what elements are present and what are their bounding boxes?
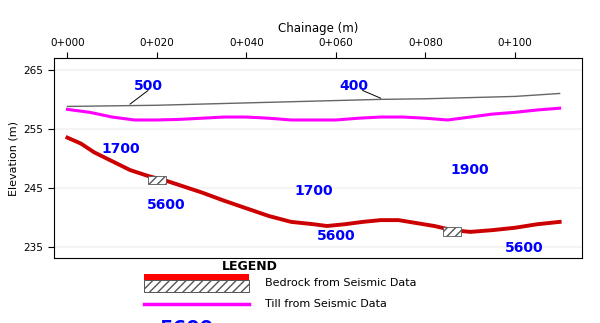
Text: 5600: 5600	[159, 319, 213, 323]
Text: 5600: 5600	[317, 229, 355, 243]
Text: 1700: 1700	[294, 184, 333, 198]
Text: LEGEND: LEGEND	[221, 260, 277, 273]
Bar	[443, 227, 461, 236]
Bar	[148, 176, 166, 184]
Text: 5600: 5600	[146, 198, 185, 213]
Text: 1900: 1900	[451, 163, 490, 177]
Text: 5600: 5600	[505, 241, 543, 255]
Text: Bedrock from Seismic Data: Bedrock from Seismic Data	[265, 278, 417, 288]
Y-axis label: Elevation (m): Elevation (m)	[8, 121, 18, 196]
Text: 1700: 1700	[102, 142, 140, 156]
Text: 500: 500	[133, 79, 163, 93]
Text: Till from Seismic Data: Till from Seismic Data	[265, 299, 387, 308]
Text: 400: 400	[339, 79, 368, 93]
X-axis label: Chainage (m): Chainage (m)	[278, 22, 358, 35]
